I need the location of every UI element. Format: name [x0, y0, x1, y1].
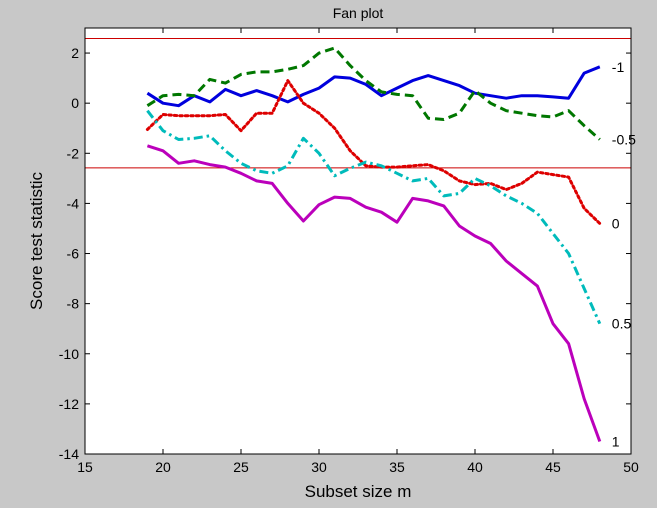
- plot-frame: [84, 27, 632, 455]
- series-label-1: -0.5: [612, 132, 636, 148]
- reference-lines: [85, 38, 631, 169]
- x-tick-label-4: 35: [389, 459, 405, 475]
- y-tick-label-4: -6: [67, 246, 80, 262]
- series-label-3: 0.5: [612, 316, 632, 332]
- series-line-4: [146, 144, 602, 443]
- y-tick-label-2: -2: [67, 145, 80, 161]
- x-tick-label-2: 25: [233, 459, 249, 475]
- y-tick-label-8: -14: [59, 446, 79, 462]
- x-tick-label-1: 20: [155, 459, 171, 475]
- series-labels: -1 -0.5 0 0.5 1: [612, 59, 636, 450]
- series-label-2: 0: [612, 215, 620, 231]
- series-line-0: [146, 65, 601, 108]
- x-tick-label-5: 40: [467, 459, 483, 475]
- x-tick-label-0: 15: [77, 459, 93, 475]
- y-tick-label-3: -4: [67, 195, 80, 211]
- series-label-4: 1: [612, 433, 620, 449]
- y-axis-label: Score test statistic: [27, 172, 46, 310]
- series-line-3: [146, 109, 602, 325]
- chart-title: Fan plot: [333, 5, 384, 21]
- y-tick-label-1: 0: [71, 95, 79, 111]
- series-lines: [145, 46, 602, 443]
- x-axis-label: Subset size m: [305, 482, 412, 501]
- plot-area: [85, 28, 631, 454]
- x-axis-ticks: 15 20 25 30 35 40 45 50: [77, 28, 639, 475]
- series-line-1: [146, 46, 601, 141]
- x-tick-label-6: 45: [545, 459, 561, 475]
- y-tick-label-6: -10: [59, 346, 79, 362]
- y-tick-label-5: -8: [67, 296, 80, 312]
- y-axis-ticks: 20-2-4-6-8-10-12-14: [59, 45, 631, 462]
- series-line-2: [145, 79, 602, 225]
- series-label-0: -1: [612, 59, 625, 75]
- x-tick-label-3: 30: [311, 459, 327, 475]
- y-tick-label-7: -12: [59, 396, 79, 412]
- x-tick-label-7: 50: [623, 459, 639, 475]
- y-tick-label-0: 2: [71, 45, 79, 61]
